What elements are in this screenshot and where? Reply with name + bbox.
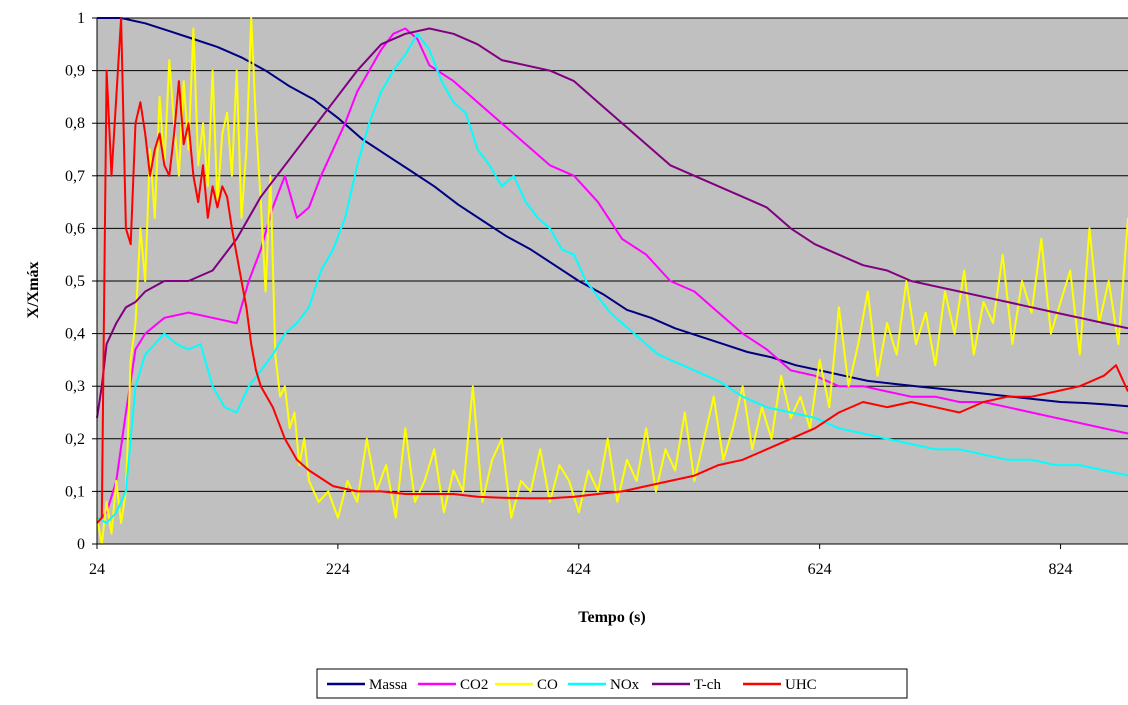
legend-label: NOx bbox=[610, 677, 640, 693]
y-axis-title: X/Xmáx bbox=[25, 262, 42, 319]
y-tick-label: 0,8 bbox=[65, 115, 85, 132]
y-tick-label: 0,5 bbox=[65, 273, 85, 290]
y-tick-label: 0,6 bbox=[65, 220, 85, 237]
y-tick-label: 0,9 bbox=[65, 63, 85, 80]
x-tick-label: 824 bbox=[1049, 561, 1073, 578]
series-line-massa bbox=[97, 17, 1128, 408]
y-tick-label: 0,2 bbox=[65, 431, 85, 448]
legend-label: CO2 bbox=[460, 677, 488, 693]
x-tick-label: 624 bbox=[808, 561, 832, 578]
x-axis-title: Tempo (s) bbox=[578, 609, 645, 626]
series-line-uhc bbox=[96, 17, 1128, 524]
y-axis-ticks: 0 0,1 0,2 0,3 0,4 0,5 0,6 0,7 0,8 0,9 1 bbox=[65, 10, 97, 553]
y-tick-label: 1 bbox=[77, 10, 85, 27]
y-tick-label: 0,1 bbox=[65, 483, 85, 500]
x-tick-label: 224 bbox=[326, 561, 350, 578]
legend-frame bbox=[316, 668, 908, 699]
legend-label: UHC bbox=[785, 677, 817, 693]
x-tick-label: 424 bbox=[567, 561, 591, 578]
legend-label: Massa bbox=[369, 677, 408, 693]
legend-label: T-ch bbox=[694, 677, 721, 693]
x-axis-ticks: 24 224 424 624 824 bbox=[89, 544, 1073, 578]
series-line-nox bbox=[96, 32, 1128, 524]
y-tick-label: 0,7 bbox=[65, 168, 85, 185]
series-line-t-ch bbox=[96, 27, 1128, 418]
series-line-co2 bbox=[96, 27, 1128, 524]
y-tick-label: 0,3 bbox=[65, 378, 85, 395]
x-tick-label: 24 bbox=[89, 561, 105, 578]
y-tick-label: 0,4 bbox=[65, 326, 85, 343]
legend-label: CO bbox=[537, 677, 558, 693]
legend: Massa CO2 CO NOx T-ch UHC bbox=[316, 668, 908, 699]
series-lines bbox=[96, 17, 1128, 545]
gridlines bbox=[97, 17, 1128, 492]
series-line-co bbox=[96, 17, 1128, 545]
y-tick-label: 0 bbox=[77, 536, 85, 553]
